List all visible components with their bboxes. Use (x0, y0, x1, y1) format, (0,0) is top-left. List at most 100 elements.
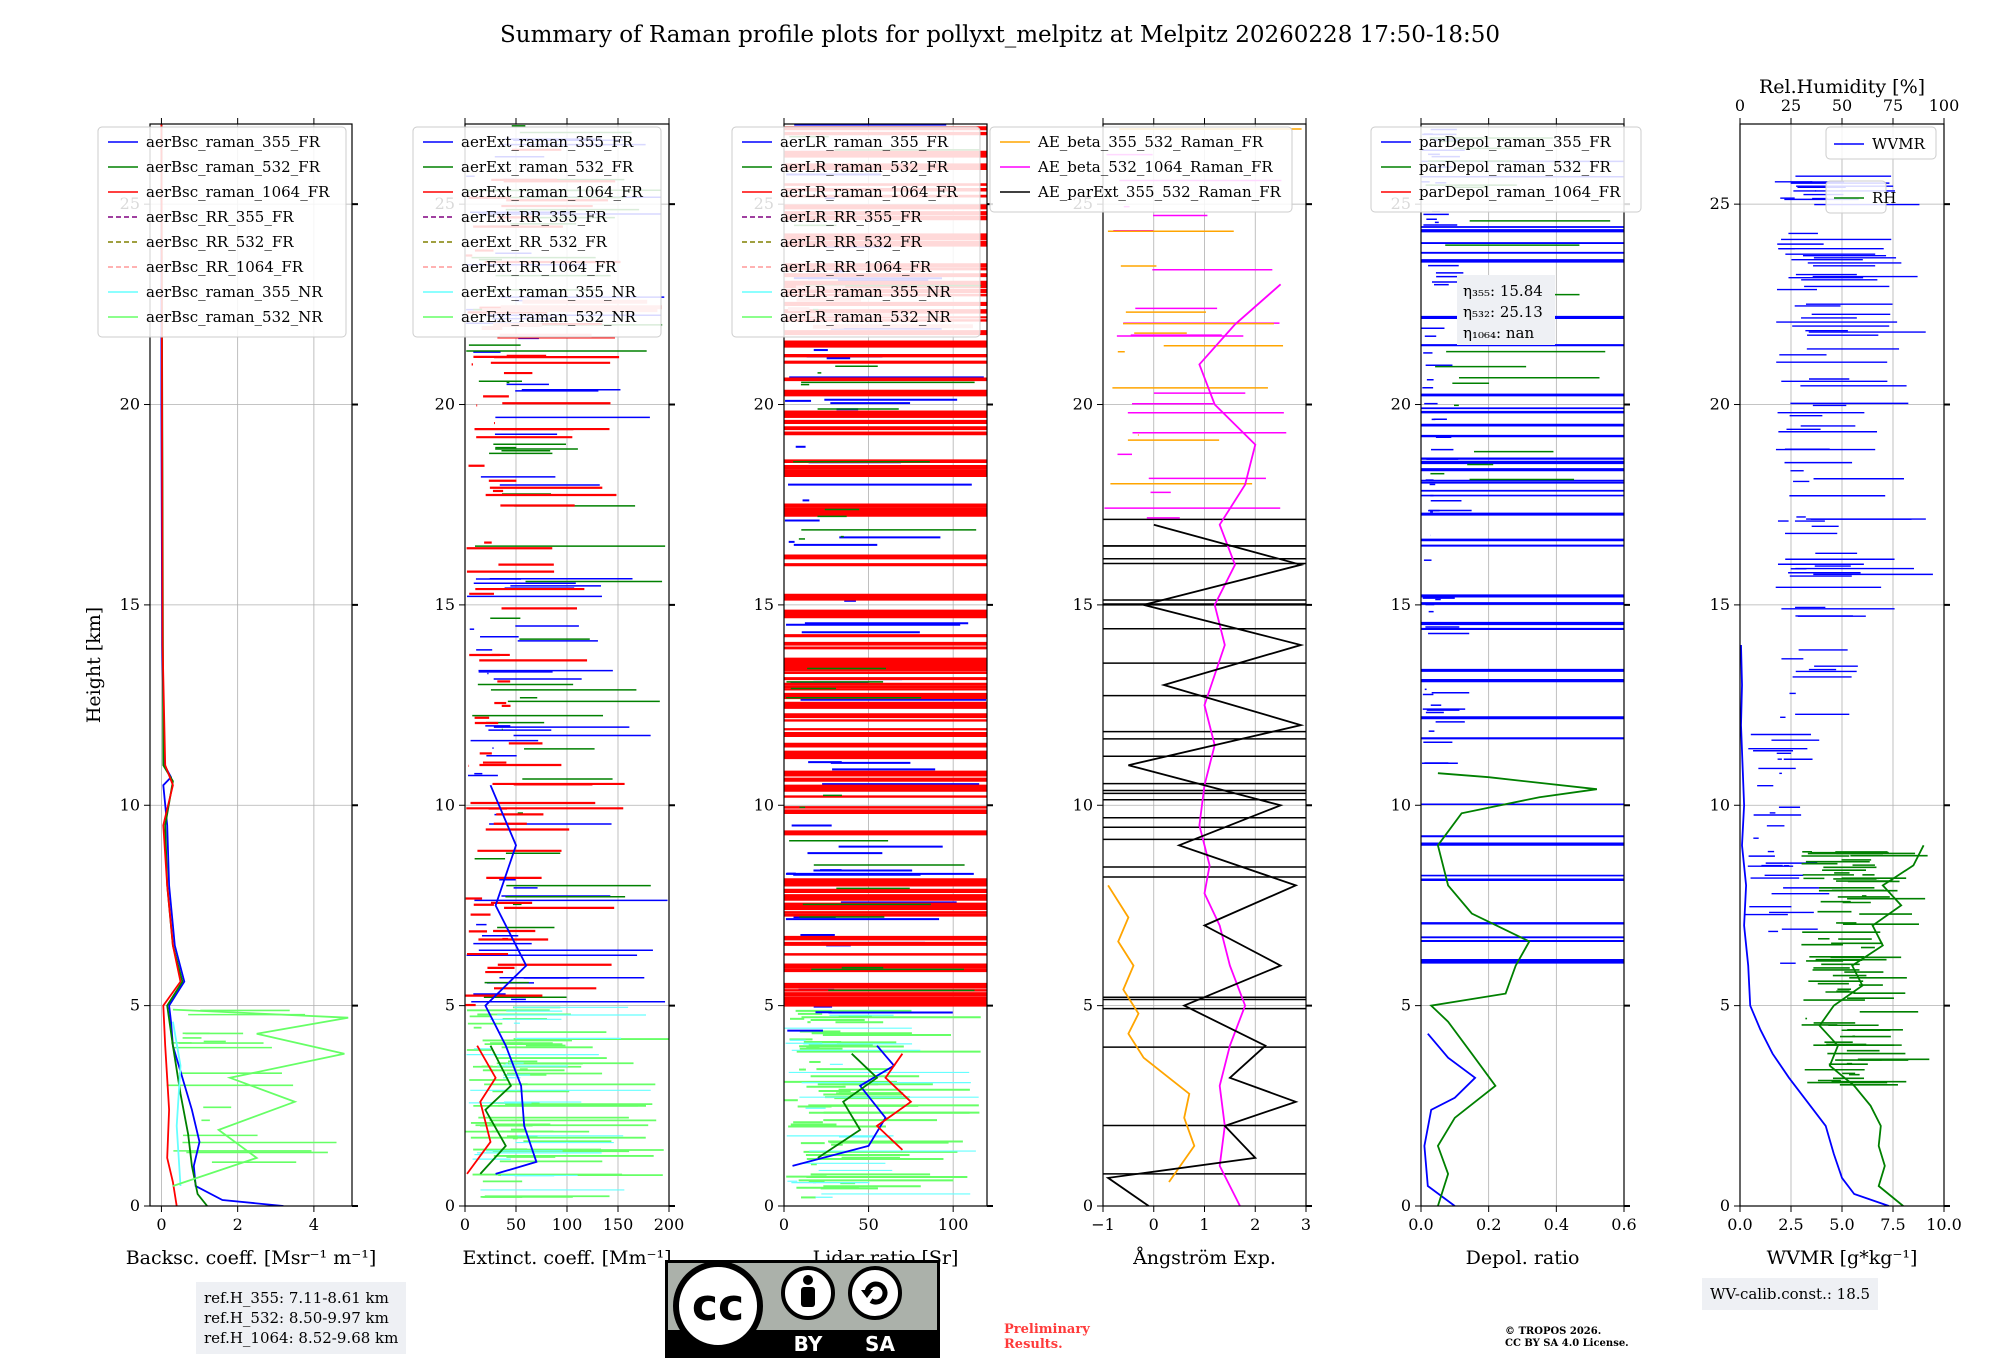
y-tick-label: 20 (1391, 395, 1411, 414)
copyright-line-1: © TROPOS 2026. (1505, 1326, 1602, 1337)
legend-box (1370, 126, 1642, 213)
y-tick-label: 15 (754, 595, 774, 614)
top-tick-label: 50 (1832, 96, 1852, 115)
eta-box (1457, 275, 1555, 345)
x-tick-label: 0.0 (1408, 1215, 1433, 1234)
sa-text: SA (865, 1332, 895, 1356)
x-tick-label: 0 (779, 1215, 789, 1234)
x-tick-label: 0 (460, 1215, 470, 1234)
y-tick-label: 15 (1391, 595, 1411, 614)
reference-height-box: ref.H_355: 7.11-8.61 km ref.H_532: 8.50-… (196, 1282, 407, 1354)
y-tick-label: 15 (1710, 595, 1730, 614)
eta-label: η₅₃₂: 25.13 (1463, 303, 1543, 321)
legend-box (989, 126, 1293, 213)
legend-label: aerLR_raman_355_FR (780, 133, 949, 151)
y-tick-label: 20 (435, 395, 455, 414)
axes-frame (149, 123, 353, 1207)
panel-3: 0501000510152025Lidar ratio [Sr]aerLR_ra… (731, 118, 993, 1269)
y-tick-label: 15 (1073, 595, 1093, 614)
y-tick-label: 0 (130, 1196, 140, 1215)
y-tick-label: 20 (120, 395, 140, 414)
panel-2: 0501001502000510152025Extinct. coeff. [M… (412, 118, 685, 1269)
preliminary-line-1: Preliminary (1004, 1322, 1090, 1337)
panel-1: 0240510152025Backsc. coeff. [Msr⁻¹ m⁻¹]H… (83, 118, 376, 1269)
top-tick-label: 100 (1929, 96, 1960, 115)
plot-area (1103, 124, 1306, 1206)
legend-label: aerExt_raman_532_NR (461, 308, 637, 326)
series-AE_beta_355_532_Raman_FR (1107, 884, 1196, 1183)
legend-label: aerExt_raman_355_FR (461, 133, 634, 151)
x-tick-label: 5.0 (1829, 1215, 1854, 1234)
wv-calib-box: WV-calib.const.: 18.5 (1702, 1278, 1879, 1310)
y-tick-label: 5 (1720, 996, 1730, 1015)
series-aerLR_raman_355_FR (792, 1045, 896, 1167)
legend: aerLR_raman_355_FR aerLR_raman_532_FR aerL… (731, 126, 981, 338)
preliminary-line-2: Results. (1004, 1337, 1063, 1352)
y-tick-label: 10 (1710, 795, 1730, 814)
y-tick-label: 10 (1391, 795, 1411, 814)
legend-label: RH (1872, 189, 1896, 207)
x-tick-label: 10.0 (1926, 1215, 1962, 1234)
wv-calib-const: WV-calib.const.: 18.5 (1710, 1285, 1871, 1303)
y-tick-label: 20 (754, 395, 774, 414)
x-tick-label: 0.0 (1727, 1215, 1752, 1234)
legend-label: aerExt_raman_1064_FR (461, 183, 643, 201)
x-tick-label: 7.5 (1880, 1215, 1905, 1234)
x-axis-label: Backsc. coeff. [Msr⁻¹ m⁻¹] (126, 1247, 377, 1269)
series-aerBsc_raman_1064_FR (160, 124, 182, 1206)
y-tick-label: 15 (435, 595, 455, 614)
x-axis-label: Extinct. coeff. [Mm⁻¹] (462, 1247, 671, 1269)
by-text: BY (794, 1332, 823, 1356)
series-aerBsc_raman_355_NR (172, 1021, 182, 1187)
legend-box (731, 126, 981, 338)
legend-label: parDepol_raman_355_FR (1419, 133, 1612, 151)
series-AE_beta_532_1064_Raman_FR (1198, 283, 1282, 1206)
y-tick-label: 10 (120, 795, 140, 814)
series-aerBsc_raman_532_NR (172, 1008, 349, 1187)
series-aerExt_raman_355_FR (484, 784, 538, 1175)
panel-5: 0.00.20.40.60510152025Depol. ratioη₃₅₅: … (1370, 118, 1642, 1269)
series-RH (1818, 844, 1925, 1206)
legend-box (1825, 126, 1937, 160)
y-tick-label: 5 (764, 996, 774, 1015)
series-WVMR (1740, 644, 1890, 1206)
x-tick-label: 200 (654, 1215, 685, 1234)
legend-box (412, 126, 662, 338)
legend-label: AE_parExt_355_532_Raman_FR (1037, 183, 1282, 201)
legend-label: aerLR_RR_532_FR (780, 233, 922, 251)
x-tick-label: 4 (309, 1215, 319, 1234)
series-parDepol_raman_532_FR (1429, 772, 1598, 1206)
legend-label: aerLR_raman_532_FR (780, 158, 949, 176)
x-tick-label: 0.2 (1476, 1215, 1501, 1234)
legend: WVMR RH (1825, 126, 1937, 214)
y-tick-label: 5 (445, 996, 455, 1015)
top-tick-label: 75 (1883, 96, 1903, 115)
x-tick-label: 1 (1199, 1215, 1209, 1234)
legend-label: AE_beta_355_532_Raman_FR (1037, 133, 1264, 151)
legend-label: AE_beta_532_1064_Raman_FR (1037, 158, 1273, 176)
y-tick-label: 15 (120, 595, 140, 614)
legend-box (97, 126, 347, 338)
panel-6: 0.0 2.5 5.0 7.5 10.0 0 5 10 15 20 25 WVMR [g*kg⁻¹] R… (1710, 76, 1962, 1269)
legend-label: aerBsc_raman_532_FR (146, 158, 321, 176)
copyright-line-2: CC BY SA 4.0 License. (1505, 1338, 1629, 1349)
legend-label: aerExt_raman_532_FR (461, 158, 634, 176)
panel-4: −101230510152025Ångström Exp.AE_beta_355… (989, 118, 1312, 1269)
legend-label: aerLR_raman_532_NR (780, 308, 951, 326)
x-tick-label: −1 (1091, 1215, 1115, 1234)
x-tick-label: 0.6 (1611, 1215, 1636, 1234)
legend-label: aerLR_RR_1064_FR (780, 258, 932, 276)
x-tick-label: 2 (1250, 1215, 1260, 1234)
legend-label: aerBsc_RR_355_FR (146, 208, 294, 226)
legend-label: aerExt_RR_1064_FR (461, 258, 617, 276)
x-tick-label: 50 (506, 1215, 526, 1234)
y-axis-label: Height [km] (83, 607, 105, 723)
series-AE_parExt_355_532_Raman_FR (1105, 523, 1305, 1206)
series-parDepol_raman_355_FR (1423, 1033, 1477, 1206)
x-tick-label: 0.4 (1544, 1215, 1569, 1234)
legend-label: aerExt_RR_532_FR (461, 233, 608, 251)
axes-frame (783, 123, 988, 1207)
legend: AE_beta_355_532_Raman_FR AE_beta_532_1064… (989, 126, 1293, 213)
legend-label: aerExt_raman_355_NR (461, 283, 637, 301)
refh-532: ref.H_532: 8.50-9.97 km (204, 1309, 389, 1327)
